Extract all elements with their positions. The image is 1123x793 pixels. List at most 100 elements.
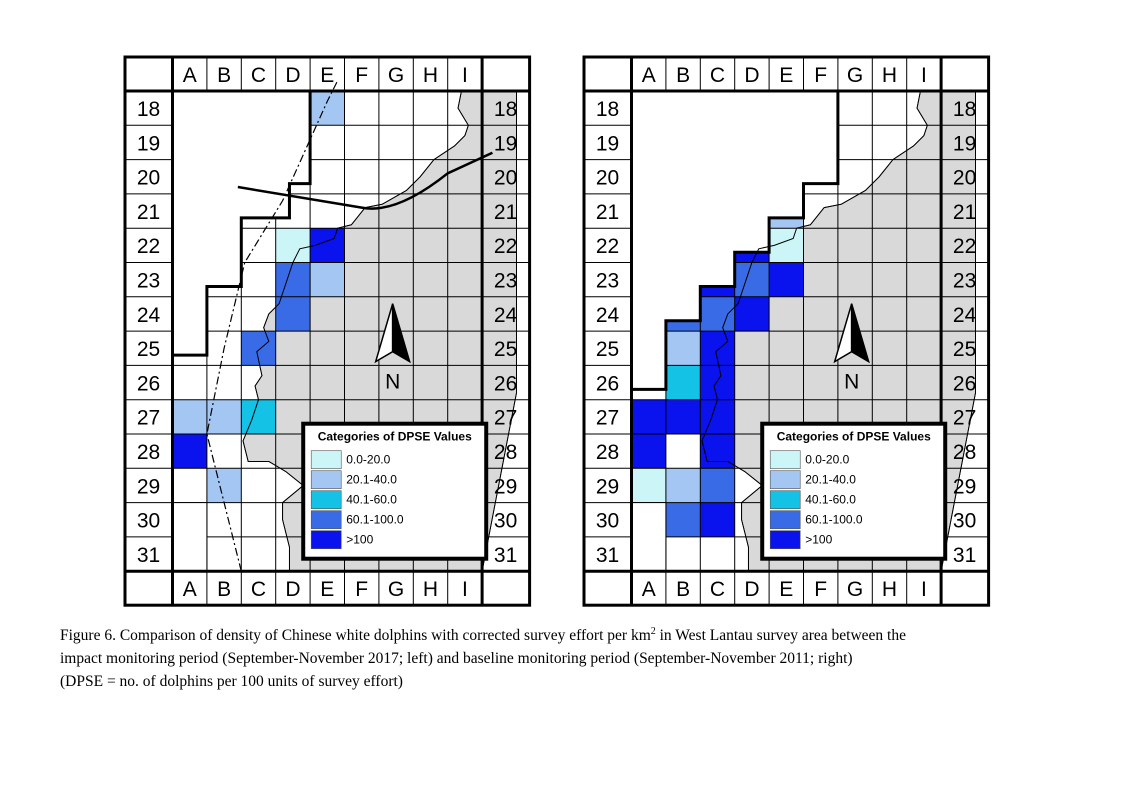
dpse-cell-B27	[206, 399, 242, 434]
dpse-cell-A27	[631, 399, 666, 434]
coastline	[701, 90, 976, 572]
legend-swatch-1	[769, 450, 801, 470]
legend-label-4: 60.1-100.0	[805, 513, 863, 527]
bottom-col-label-I: I	[462, 578, 468, 601]
legend-swatch-4	[310, 510, 342, 530]
top-col-label-H: H	[882, 64, 897, 87]
bottom-col-label-D: D	[285, 578, 300, 601]
top-col-label-A: A	[642, 64, 656, 87]
left-row-label-24: 24	[596, 304, 620, 327]
unsurveyed-cell	[172, 502, 208, 572]
legend-label-1: 0.0-20.0	[346, 453, 390, 467]
dpse-cell-B26	[665, 365, 701, 400]
legend-swatch-5	[769, 530, 801, 550]
legend-swatch-3	[769, 490, 801, 510]
left-row-label-21: 21	[596, 201, 619, 224]
left-row-label-21: 21	[137, 201, 160, 224]
top-col-label-A: A	[183, 64, 197, 87]
right-row-label-30: 30	[494, 510, 517, 533]
dpse-cell-D24	[734, 296, 770, 332]
right-row-label-20: 20	[953, 167, 976, 190]
right-row-label-24: 24	[953, 304, 977, 327]
left-row-label-19: 19	[137, 132, 160, 155]
figure-caption: Figure 6. Comparison of density of Chine…	[60, 620, 1080, 693]
left-row-label-29: 29	[596, 475, 619, 498]
legend-swatch-2	[769, 470, 801, 490]
bottom-col-label-A: A	[183, 578, 197, 601]
right-row-label-21: 21	[494, 201, 517, 224]
dpse-cell-B25	[665, 331, 701, 366]
bottom-col-label-C: C	[251, 578, 266, 601]
legend-swatch-3	[310, 490, 342, 510]
dpse-cell-E18	[310, 91, 345, 126]
left-row-label-31: 31	[137, 544, 160, 567]
dpse-cell-D23	[734, 262, 770, 297]
top-col-label-E: E	[320, 64, 334, 87]
top-col-label-E: E	[779, 64, 793, 87]
bottom-col-label-H: H	[423, 578, 438, 601]
legend-label-3: 40.1-60.0	[346, 493, 397, 507]
legend-label-2: 20.1-40.0	[346, 473, 397, 487]
top-col-label-F: F	[355, 64, 368, 87]
top-col-label-G: G	[847, 64, 863, 87]
left-row-label-29: 29	[137, 475, 160, 498]
bottom-col-label-H: H	[882, 578, 897, 601]
left-row-label-22: 22	[596, 235, 619, 258]
left-row-label-26: 26	[137, 372, 160, 395]
caption-line-1: Figure 6. Comparison of density of Chine…	[60, 620, 1080, 647]
caption-line-1-end: in West Lantau survey area between the	[655, 627, 906, 645]
legend-swatch-5	[310, 530, 342, 550]
caption-line-3: (DPSE = no. of dolphins per 100 units of…	[60, 673, 403, 691]
right-row-label-29: 29	[494, 475, 517, 498]
coastline	[242, 90, 517, 572]
left-row-label-24: 24	[137, 304, 161, 327]
top-col-label-I: I	[921, 64, 927, 87]
bottom-col-label-G: G	[847, 578, 863, 601]
bottom-col-label-D: D	[744, 578, 759, 601]
top-col-label-G: G	[388, 64, 404, 87]
caption-superscript: 2	[650, 626, 656, 637]
left-row-label-27: 27	[596, 407, 619, 430]
right-row-label-25: 25	[494, 338, 517, 361]
bottom-col-label-A: A	[642, 578, 656, 601]
right-row-label-26: 26	[494, 372, 517, 395]
left-row-label-23: 23	[137, 270, 160, 293]
left-row-label-30: 30	[137, 510, 160, 533]
dpse-cell-B27	[665, 399, 701, 434]
legend-swatch-1	[310, 450, 342, 470]
bottom-col-label-C: C	[710, 578, 725, 601]
left-row-label-27: 27	[137, 407, 160, 430]
right-row-label-25: 25	[953, 338, 976, 361]
top-col-label-D: D	[744, 64, 759, 87]
bottom-col-label-G: G	[388, 578, 404, 601]
dpse-cell-A28	[631, 434, 666, 469]
legend-swatch-2	[310, 470, 342, 490]
right-row-label-18: 18	[494, 98, 517, 121]
bottom-col-label-I: I	[921, 578, 927, 601]
right-row-label-19: 19	[494, 132, 517, 155]
right-row-label-21: 21	[953, 201, 976, 224]
right-row-label-31: 31	[494, 544, 517, 567]
top-col-label-B: B	[217, 64, 231, 87]
dpse-cell-E23	[310, 262, 345, 297]
left-row-label-23: 23	[596, 270, 619, 293]
right-row-label-31: 31	[953, 544, 976, 567]
caption-line-1-text: Figure 6. Comparison of density of Chine…	[60, 627, 651, 645]
left-row-label-25: 25	[596, 338, 619, 361]
right-row-label-27: 27	[953, 407, 976, 430]
dpse-cell-C26	[700, 365, 735, 400]
right-row-label-30: 30	[953, 510, 976, 533]
dpse-cell-C27	[700, 399, 735, 434]
left-row-label-19: 19	[596, 132, 619, 155]
right-row-label-22: 22	[953, 235, 976, 258]
legend-title: Categories of DPSE Values	[318, 430, 472, 444]
north-label: N	[385, 371, 400, 394]
right-row-label-28: 28	[494, 441, 517, 464]
unsurveyed-cell	[631, 502, 667, 572]
dpse-cell-C28	[700, 434, 735, 469]
dpse-cell-B30	[665, 502, 701, 537]
dashed-route-line	[206, 80, 339, 572]
right-row-label-28: 28	[953, 441, 976, 464]
right-row-label-19: 19	[953, 132, 976, 155]
legend-label-3: 40.1-60.0	[805, 493, 856, 507]
